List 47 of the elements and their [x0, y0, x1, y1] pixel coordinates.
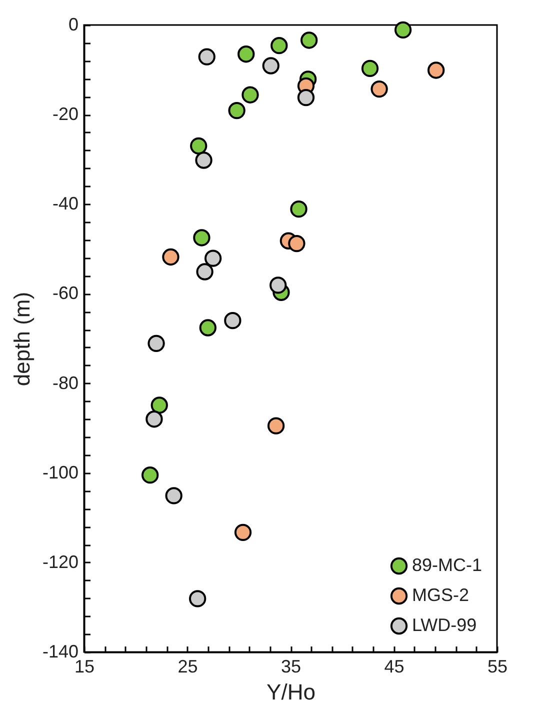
point	[224, 312, 242, 330]
legend-label: 89-MC-1	[412, 555, 482, 575]
point	[234, 524, 252, 541]
y-tick-label: 0	[68, 14, 78, 34]
point	[195, 152, 212, 169]
point	[361, 60, 379, 78]
y-tick-label: -20	[52, 104, 78, 124]
point	[267, 417, 285, 434]
point	[204, 250, 222, 267]
x-tick-label: 55	[487, 656, 508, 676]
legend-label: LWD-99	[412, 615, 477, 635]
legend-label: MGS-2	[412, 585, 470, 605]
point	[300, 32, 318, 49]
point	[242, 86, 259, 104]
point	[262, 57, 280, 74]
point	[162, 248, 180, 266]
y-axis-title: depth (m)	[9, 292, 34, 386]
point	[146, 410, 163, 428]
x-tick-label: 35	[280, 656, 302, 676]
point	[198, 48, 216, 66]
y-tick-label: -60	[52, 283, 78, 304]
point	[150, 396, 168, 414]
y-tick-label: -100	[42, 462, 78, 482]
y-tick-label: -80	[52, 372, 78, 393]
point	[288, 234, 306, 252]
point	[165, 487, 182, 504]
point	[228, 102, 246, 120]
point	[270, 276, 287, 294]
y-tick-label: -40	[52, 194, 78, 214]
point	[141, 466, 159, 484]
point	[370, 80, 388, 98]
point	[238, 46, 255, 63]
point	[148, 334, 165, 352]
point	[199, 319, 216, 336]
point	[190, 137, 208, 154]
point	[290, 200, 308, 218]
x-axis-title: Y/Ho	[266, 680, 316, 704]
point	[428, 62, 445, 79]
x-tick-label: 25	[178, 656, 198, 676]
point	[193, 229, 210, 246]
point	[188, 590, 206, 608]
point	[196, 263, 214, 280]
point	[297, 88, 315, 106]
point	[270, 37, 288, 54]
point	[394, 21, 412, 38]
y-tick-label: -120	[42, 552, 78, 572]
x-tick-label: 45	[384, 656, 404, 676]
